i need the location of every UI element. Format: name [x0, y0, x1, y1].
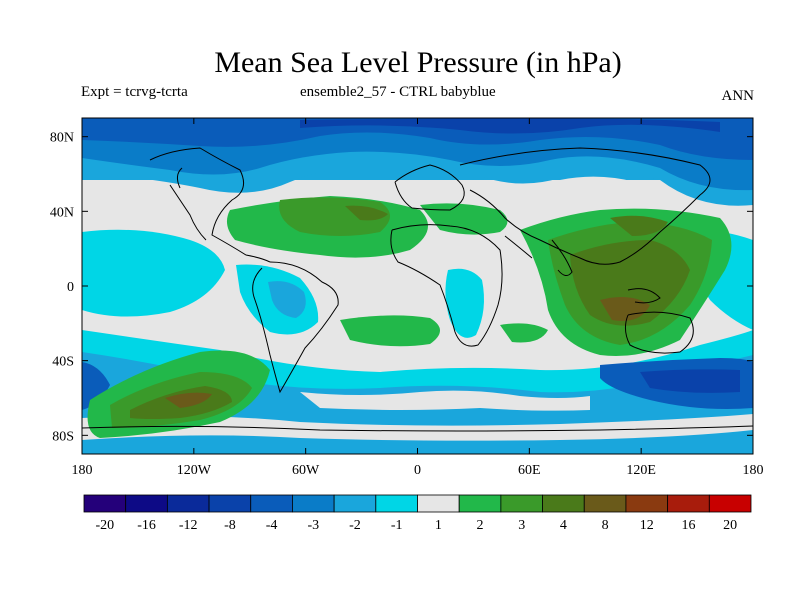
south-america-low-core [268, 281, 306, 318]
x-axis: 180 120W 60W 0 60E 120E 180 [72, 118, 764, 478]
x-tick-label: 180 [743, 463, 764, 478]
colorbar-swatch [83, 494, 127, 513]
y-tick-label: 80N [50, 131, 74, 146]
colorbar-label: 16 [681, 518, 695, 533]
south-atlantic-neutral [300, 390, 590, 411]
colorbar-swatch [417, 494, 460, 513]
colorbar-swatch [708, 494, 752, 513]
colorbar-label: -4 [266, 518, 278, 533]
colorbar-swatch [125, 494, 168, 513]
colorbar-label: -20 [96, 518, 115, 533]
south-atlantic-high [340, 315, 440, 347]
colorbar-label: 1 [435, 518, 442, 533]
experiment-label: Expt = tcrvg-tcrta [81, 84, 188, 100]
colorbar-swatch [458, 494, 502, 513]
colorbar-label: -8 [224, 518, 236, 533]
antarctic-neutral [82, 414, 753, 441]
x-tick-label: 0 [414, 463, 421, 478]
y-tick-label: 40N [50, 205, 74, 220]
south-pacific-low [82, 362, 110, 410]
africa-low [445, 268, 484, 338]
x-tick-label: 120W [177, 463, 212, 478]
north-atlantic-high-core [345, 205, 388, 221]
colorbar-swatch [250, 494, 293, 513]
y-tick-label: 40S [52, 355, 74, 370]
map-title: Mean Sea Level Pressure (in hPa) [214, 46, 622, 79]
colorbar-swatch [333, 494, 377, 513]
colorbar-swatch [375, 494, 418, 513]
colorbar-swatch [500, 494, 543, 513]
x-tick-label: 120E [626, 463, 656, 478]
north-belt-dark [82, 118, 753, 160]
north-belt-darkest [300, 118, 720, 134]
colorbar-swatch [166, 494, 210, 513]
colorbar-label: -3 [307, 518, 319, 533]
colorbar-swatch [667, 494, 710, 513]
colorbar-label: 8 [602, 518, 609, 533]
colorbar-swatch [208, 494, 252, 513]
maritime-continent-high [600, 296, 650, 321]
x-tick-label: 60W [292, 463, 320, 478]
east-asia-high [610, 215, 668, 236]
ensemble-label: ensemble2_57 - CTRL babyblue [300, 84, 496, 100]
colorbar-label: 4 [560, 518, 567, 533]
colorbar-label: 12 [640, 518, 654, 533]
south-pacific-high-core [165, 392, 212, 408]
colorbar-swatch [542, 494, 585, 513]
y-tick-label: 0 [67, 280, 74, 295]
colorbar-label: -2 [349, 518, 361, 533]
coastlines [82, 147, 753, 432]
colorbar-label: 2 [477, 518, 484, 533]
colorbar-label: -12 [179, 518, 198, 533]
colorbar-swatch [625, 494, 669, 513]
south-indian-low-core [640, 369, 740, 393]
indian-ocean-high-inner [570, 240, 690, 326]
x-tick-label: 60E [518, 463, 541, 478]
colorbar: -20 -16 -12 -8 -4 -3 -2 -1 1 2 3 4 8 12 16 20 [83, 494, 752, 533]
colorbar-label: 20 [723, 518, 737, 533]
y-tick-label: 80S [52, 429, 74, 444]
colorbar-swatch [583, 494, 627, 513]
colorbar-label: -1 [391, 518, 403, 533]
south-indian-high [500, 323, 548, 343]
colorbar-label: 3 [518, 518, 525, 533]
map-fields [82, 118, 753, 454]
colorbar-swatch [292, 494, 335, 513]
pacific-low [82, 270, 183, 306]
colorbar-label: -16 [137, 518, 156, 533]
mediterranean-high [420, 203, 508, 235]
season-label: ANN [721, 88, 755, 104]
x-tick-label: 180 [72, 463, 93, 478]
y-axis: 80N 40N 0 40S 80S [50, 131, 753, 444]
